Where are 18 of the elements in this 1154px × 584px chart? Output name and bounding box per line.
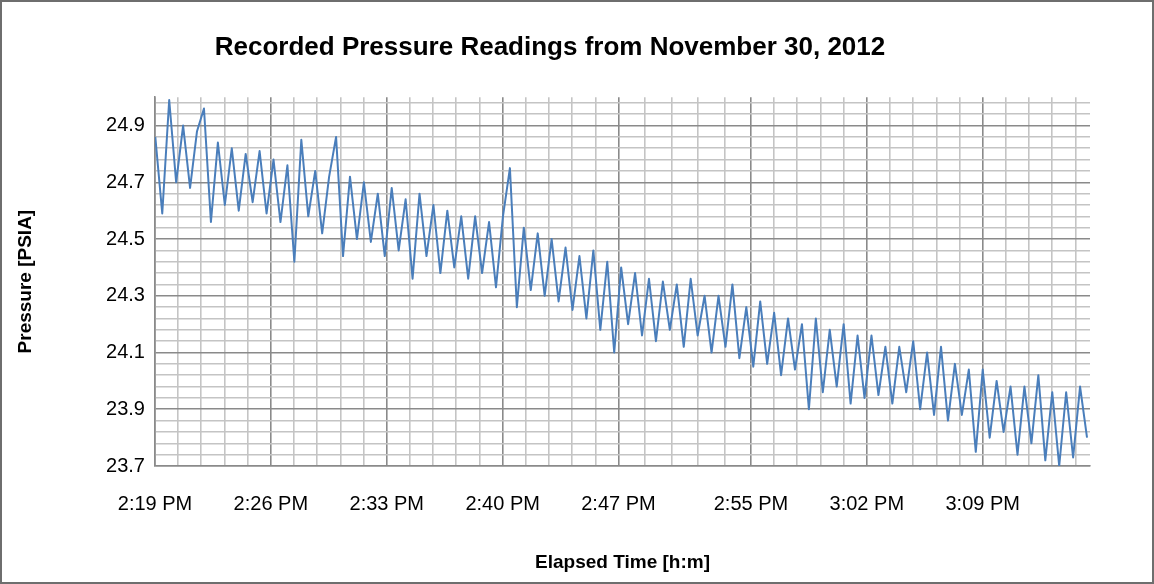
x-axis-title: Elapsed Time [h:m] bbox=[535, 550, 710, 572]
x-tick-label: 2:19 PM bbox=[117, 491, 193, 514]
y-tick-label: 24.1 bbox=[106, 340, 145, 363]
y-tick-label: 24.7 bbox=[106, 169, 145, 192]
x-tick-label: 2:33 PM bbox=[349, 491, 424, 514]
x-tick-label: 3:09 PM bbox=[945, 491, 1020, 514]
y-tick-label: 24.9 bbox=[106, 113, 145, 136]
y-axis-title: Pressure [PSIA] bbox=[13, 209, 35, 354]
x-tick-label: 2:55 PM bbox=[713, 491, 789, 514]
y-tick-label: 24.3 bbox=[106, 283, 145, 306]
x-tick-label: 3:02 PM bbox=[829, 491, 905, 514]
y-tick-label: 23.9 bbox=[106, 396, 145, 419]
chart-title: Recorded Pressure Readings from November 30, 2012 bbox=[214, 30, 886, 61]
x-tick-label: 2:26 PM bbox=[233, 491, 309, 514]
x-tick-label: 2:47 PM bbox=[581, 491, 656, 514]
y-tick-label: 23.7 bbox=[106, 453, 145, 476]
y-tick-label: 24.5 bbox=[106, 226, 145, 249]
x-tick-label: 2:40 PM bbox=[465, 491, 540, 514]
